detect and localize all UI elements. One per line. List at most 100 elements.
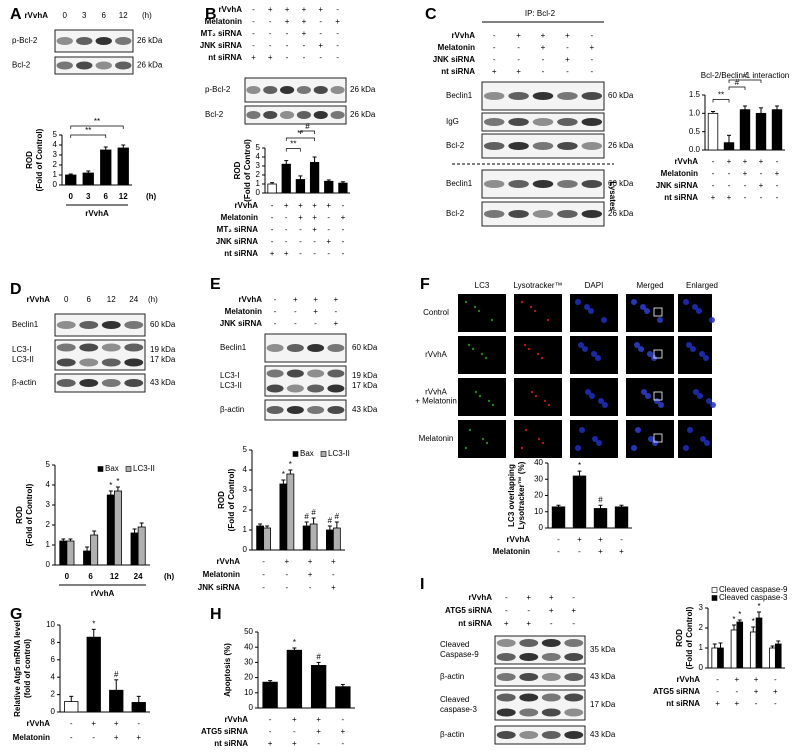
condition-value: +: [298, 201, 303, 210]
condition-label: JNK siRNA: [216, 237, 258, 246]
cell-spot: [491, 403, 495, 407]
condition-value: +: [136, 733, 141, 742]
kda-label: 43 kDa: [150, 378, 176, 387]
condition-value: +: [589, 43, 594, 52]
panel-letter: I: [420, 576, 424, 593]
blot-frame: [54, 373, 146, 393]
legend-label: LC3-II: [328, 449, 350, 458]
blot-band: [581, 92, 603, 100]
blot-band: [330, 86, 345, 94]
blot-band: [124, 358, 144, 367]
condition-value: -: [493, 43, 496, 52]
legend-swatch: [97, 466, 104, 472]
condition-value: -: [70, 733, 73, 742]
blot-band: [95, 61, 112, 70]
condition-label: Melatonin: [203, 570, 240, 579]
y-tick-label: 2: [51, 690, 56, 699]
cell-spot: [477, 309, 481, 313]
blot-frame: [244, 77, 347, 103]
blot-band: [76, 61, 93, 70]
band-label: Beclin1: [446, 179, 473, 188]
significance-label: #: [311, 508, 316, 517]
condition-value: +: [114, 719, 119, 728]
cell-spot: [601, 317, 607, 323]
cell-spot: [523, 343, 527, 347]
bracket-label: #: [305, 122, 310, 131]
y-tick-label: 4: [53, 140, 58, 149]
x-axis-label: rVvhA: [85, 209, 109, 218]
blot-band: [101, 358, 121, 367]
kda-label: 35 kDa: [590, 645, 616, 654]
condition-value: -: [309, 583, 312, 592]
blot-frame: [54, 29, 134, 53]
kda-label: 60 kDa: [150, 320, 176, 329]
condition-value: +: [334, 319, 339, 328]
condition-value: 12: [107, 295, 116, 304]
bar: [295, 179, 306, 194]
blot-band: [79, 379, 99, 387]
condition-label: Melatonin: [221, 213, 258, 222]
blot-band: [56, 321, 76, 329]
condition-label: rVvhA: [238, 295, 262, 304]
y-tick-label: 5: [243, 445, 248, 454]
micrograph: [678, 420, 712, 458]
significance-label: #: [316, 653, 321, 662]
y-tick-label: 30: [244, 658, 253, 667]
cell-spot: [697, 393, 703, 399]
bar: [137, 526, 146, 566]
legend-swatch: [125, 466, 132, 472]
legend-label: Bax: [300, 449, 314, 458]
cell-spot: [704, 440, 710, 446]
condition-label: nt siRNA: [664, 193, 698, 202]
row-label: Melatonin: [419, 434, 454, 443]
condition-value: -: [303, 41, 306, 50]
blot-band: [519, 693, 539, 702]
bar: [131, 702, 146, 713]
blot-band: [541, 693, 561, 702]
bar: [593, 508, 608, 529]
cell-spot: [591, 351, 597, 357]
significance-label: #: [114, 670, 119, 679]
condition-value: +: [549, 606, 554, 615]
y-tick-label: 2: [243, 505, 248, 514]
condition-value: -: [590, 55, 593, 64]
blot-band: [541, 731, 561, 739]
condition-value: -: [293, 727, 296, 736]
blot-band: [327, 384, 345, 393]
blot-band: [56, 61, 73, 70]
panel-letter: F: [420, 276, 430, 293]
condition-value: +: [735, 675, 740, 684]
y-tick-label: 0: [53, 180, 58, 189]
significance-label: #: [328, 516, 333, 525]
blot-band: [307, 369, 325, 378]
condition-value: -: [271, 225, 274, 234]
cell-spot: [640, 304, 646, 310]
y-tick-label: 1: [699, 643, 704, 652]
y-tick-label: 1: [53, 170, 58, 179]
cell-spot: [575, 299, 581, 305]
condition-value: -: [505, 606, 508, 615]
condition-value: -: [342, 225, 345, 234]
y-tick-label: 3: [256, 161, 261, 170]
micrograph: [514, 378, 562, 416]
condition-value: -: [336, 29, 339, 38]
x-tick-label: 6: [88, 572, 93, 581]
cell-spot: [480, 352, 484, 356]
condition-value: +: [326, 201, 331, 210]
significance-label: #: [598, 495, 603, 504]
condition-value: -: [286, 570, 289, 579]
bar: [749, 631, 757, 669]
bracket-label: **: [85, 126, 91, 135]
cell-spot: [658, 402, 664, 408]
legend-label: Cleaved caspase-3: [719, 593, 788, 602]
y-tick-label: 2: [53, 160, 58, 169]
condition-value: +: [735, 699, 740, 708]
y-tick-label: 6: [51, 655, 56, 664]
condition-value: +: [598, 547, 603, 556]
condition-value: -: [542, 55, 545, 64]
blot-band: [286, 344, 304, 352]
cell-spot: [546, 318, 550, 322]
condition-value: -: [294, 319, 297, 328]
blot-band: [307, 384, 325, 393]
cell-spot: [657, 317, 663, 323]
